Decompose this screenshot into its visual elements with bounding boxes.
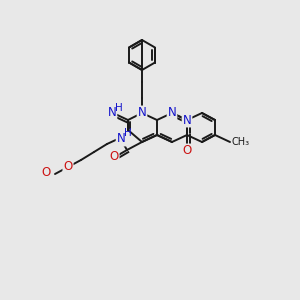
- Text: H: H: [124, 128, 132, 138]
- Text: O: O: [182, 145, 192, 158]
- Text: O: O: [63, 160, 73, 173]
- Text: N: N: [108, 106, 116, 119]
- Text: CH₃: CH₃: [232, 137, 250, 147]
- Text: N: N: [183, 113, 191, 127]
- Text: N: N: [117, 133, 125, 146]
- Text: O: O: [42, 167, 51, 179]
- Text: N: N: [138, 106, 146, 119]
- Text: N: N: [168, 106, 176, 119]
- Text: H: H: [115, 103, 123, 113]
- Text: O: O: [110, 151, 118, 164]
